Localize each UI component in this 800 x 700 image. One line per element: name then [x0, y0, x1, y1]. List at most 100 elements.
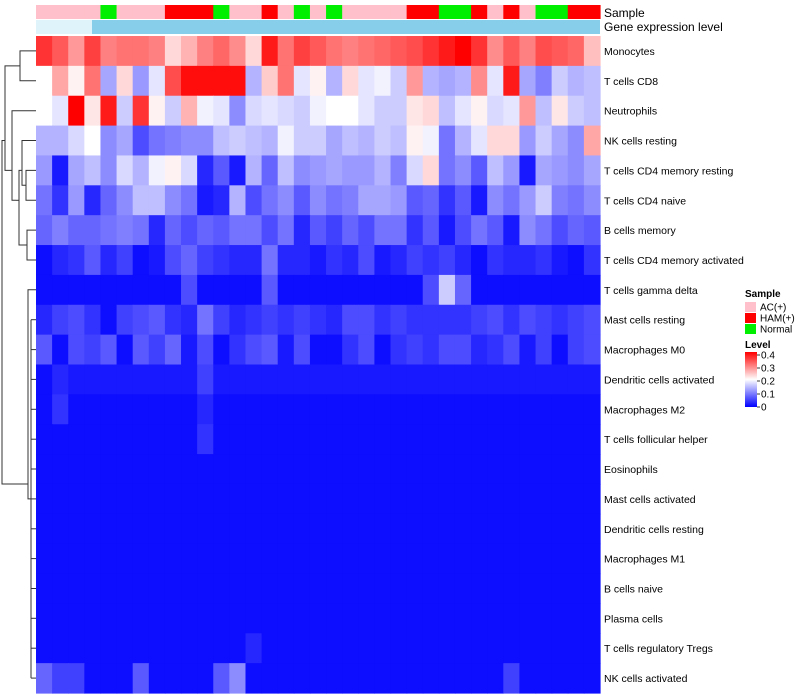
heatmap-cell — [358, 65, 375, 97]
heatmap-cell — [261, 304, 279, 336]
heatmap-cell — [438, 274, 456, 306]
heatmap-cell — [390, 274, 408, 306]
heatmap-cell — [503, 513, 521, 545]
heatmap-cell — [181, 454, 198, 485]
heatmap-cell — [422, 394, 440, 425]
heatmap-cell — [326, 155, 343, 186]
heatmap-cell — [487, 245, 504, 276]
heatmap-cell — [213, 95, 230, 127]
sample-annotation-cell — [342, 5, 359, 19]
heatmap-cell — [422, 274, 440, 306]
heatmap-cell — [390, 185, 408, 216]
sample-annotation-cell — [181, 5, 198, 19]
heatmap-cell — [164, 364, 182, 395]
heatmap-cell — [261, 155, 279, 186]
heatmap-cell — [116, 185, 134, 216]
heatmap-cell — [261, 125, 279, 157]
heatmap-cell — [277, 573, 295, 605]
heatmap-cell — [438, 125, 456, 157]
heatmap-cell — [503, 155, 521, 186]
heatmap-cell — [213, 454, 230, 485]
heatmap-cell — [132, 633, 150, 664]
heatmap-cell — [567, 603, 585, 634]
heatmap-cell — [535, 65, 553, 97]
gene-expression-track-label: Gene expression level — [604, 20, 723, 34]
heatmap-cell — [36, 573, 53, 605]
heatmap-cell — [535, 573, 553, 605]
heatmap-cell — [358, 245, 375, 276]
heatmap-cell — [197, 215, 214, 246]
heatmap-cell — [132, 304, 150, 336]
heatmap-cell — [52, 36, 69, 67]
heatmap-cell — [438, 215, 456, 246]
heatmap-cell — [277, 65, 295, 97]
heatmap-cell — [100, 36, 118, 67]
heatmap-cell — [293, 513, 311, 545]
sample-annotation-cell — [116, 5, 134, 19]
heatmap-cell — [164, 483, 182, 515]
heatmap-cell — [309, 394, 327, 425]
heatmap-cell — [213, 394, 230, 425]
heatmap-cell — [422, 125, 440, 157]
heatmap-cell — [261, 633, 279, 664]
heatmap-cell — [487, 663, 504, 694]
heatmap-cell — [567, 215, 585, 246]
heatmap-cell — [132, 394, 150, 425]
heatmap-cell — [116, 364, 134, 395]
heatmap-cell — [100, 394, 118, 425]
level-legend-title: Level — [745, 340, 771, 351]
sample-annotation-cell — [84, 5, 102, 19]
heatmap-cell — [309, 543, 327, 575]
dendrogram-link — [4, 65, 20, 171]
heatmap-cell — [390, 543, 408, 575]
heatmap-cell — [197, 603, 214, 634]
heatmap-cell — [100, 245, 118, 276]
heatmap-cell — [245, 245, 263, 276]
heatmap-cell — [84, 424, 102, 455]
heatmap-cell — [342, 513, 359, 545]
heatmap-cell — [406, 155, 424, 186]
heatmap-cell — [567, 155, 585, 186]
heatmap-cell — [406, 304, 424, 336]
heatmap-cell — [148, 304, 166, 336]
heatmap-cell — [471, 603, 488, 634]
heatmap-cell — [422, 185, 440, 216]
heatmap-cell — [309, 454, 327, 485]
heatmap-cell — [277, 483, 295, 515]
heatmap-cell — [84, 603, 102, 634]
heatmap-cell — [52, 65, 69, 97]
heatmap-cell — [229, 65, 247, 97]
heatmap-cell — [164, 125, 182, 157]
heatmap-cell — [583, 125, 601, 157]
heatmap-cell — [148, 543, 166, 575]
heatmap-cell — [583, 155, 601, 186]
heatmap-cell — [213, 215, 230, 246]
heatmap-cell — [326, 185, 343, 216]
dendrogram-link — [21, 140, 36, 186]
heatmap-cell — [503, 573, 521, 605]
heatmap-cell — [100, 513, 118, 545]
heatmap-cell — [583, 394, 601, 425]
heatmap-cell — [326, 364, 343, 395]
heatmap-cell — [519, 304, 537, 336]
heatmap-cell — [406, 95, 424, 127]
heatmap-cell — [326, 274, 343, 306]
heatmap-cell — [567, 573, 585, 605]
heatmap-cell — [261, 334, 279, 366]
heatmap-cell — [116, 573, 134, 605]
heatmap-cell — [197, 364, 214, 395]
heatmap-cell — [197, 633, 214, 664]
heatmap-cell — [181, 125, 198, 157]
heatmap-cell — [406, 245, 424, 276]
level-tick-label: 0 — [761, 403, 767, 414]
heatmap-cell — [181, 304, 198, 336]
heatmap-cell — [406, 65, 424, 97]
sample-legend-label: AC(+) — [760, 303, 786, 314]
heatmap-cell — [52, 394, 69, 425]
heatmap-cell — [422, 603, 440, 634]
sample-legend-swatch — [745, 313, 756, 323]
heatmap-cell — [261, 185, 279, 216]
heatmap-cell — [36, 603, 53, 634]
heatmap-cell — [148, 215, 166, 246]
heatmap-cell — [454, 36, 472, 67]
